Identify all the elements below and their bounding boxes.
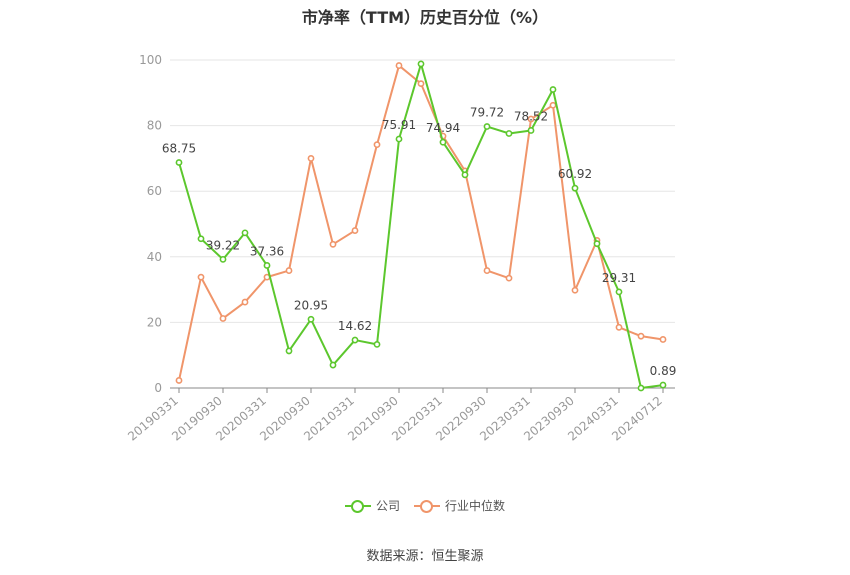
data-source: 数据来源：恒生聚源 [366,549,484,564]
data-label: 39.22 [206,238,240,252]
y-tick-label: 100 [139,53,162,67]
legend-marker-industry-median [414,499,440,513]
data-point-company [175,159,183,166]
data-point-company [417,60,425,68]
data-point-company [285,347,293,355]
data-point-company [571,184,579,192]
data-label: 78.52 [514,109,548,123]
y-tick-label: 40 [147,250,162,264]
data-point-industry-median [659,336,667,343]
chart-title: 市净率（TTM）历史百分位（%） [301,8,549,27]
chart-legend[interactable]: 公司 行业中位数 [0,497,850,514]
data-label: 79.72 [470,106,504,120]
data-point-industry-median [483,267,491,274]
data-label: 60.92 [558,167,592,181]
data-point-company [329,361,337,369]
data-label: 14.62 [338,319,372,333]
data-point-industry-median [241,298,249,306]
data-point-industry-median [505,274,513,282]
data-point-company [505,130,513,137]
data-point-industry-median [307,154,315,162]
data-point-company [527,127,535,134]
data-point-company [241,229,249,237]
data-point-company [637,384,645,392]
data-point-industry-median [329,240,337,248]
data-point-industry-median [373,141,381,149]
series-line-company [178,62,664,389]
y-tick-label: 80 [147,119,162,133]
data-point-company [307,315,315,323]
data-point-industry-median [571,286,579,294]
data-point-company [593,240,601,248]
legend-item-company[interactable]: 公司 [344,497,400,514]
data-point-industry-median [395,62,403,69]
data-point-company [219,255,227,263]
data-point-industry-median [637,332,645,340]
data-point-industry-median [351,227,359,234]
data-label: 29.31 [602,271,636,285]
data-point-company [263,262,271,269]
data-point-industry-median [549,101,557,109]
data-point-industry-median [417,80,425,88]
chart-plot: 0204060801002019033120190930202003312020… [125,53,677,444]
y-tick-label: 20 [147,315,162,329]
data-point-industry-median [219,315,227,322]
data-point-company [659,381,667,389]
data-point-industry-median [615,323,623,331]
data-point-company [483,123,491,130]
data-point-company [197,235,205,243]
data-point-industry-median [285,267,293,274]
data-point-company [439,138,447,146]
data-point-company [549,86,557,93]
data-label: 68.75 [162,142,196,156]
data-point-industry-median [175,377,183,384]
legend-item-industry-median[interactable]: 行业中位数 [414,497,505,514]
data-point-company [615,288,623,296]
data-point-company [351,336,359,344]
data-label: 75.91 [382,118,416,132]
data-point-industry-median [197,273,205,281]
series-line-industry-median [178,64,664,381]
y-tick-label: 60 [147,184,162,198]
data-label: 20.95 [294,298,328,312]
data-point-company [373,340,381,348]
y-tick-label: 0 [154,381,162,395]
data-point-company [395,135,403,143]
data-label: 37.36 [250,244,284,258]
data-point-industry-median [527,115,535,123]
legend-marker-company [344,499,371,513]
data-label: 74.94 [426,121,460,135]
data-label: 0.89 [650,364,677,378]
legend-label-industry-median: 行业中位数 [445,499,506,513]
data-point-company [461,171,469,179]
legend-label-company: 公司 [375,499,400,513]
